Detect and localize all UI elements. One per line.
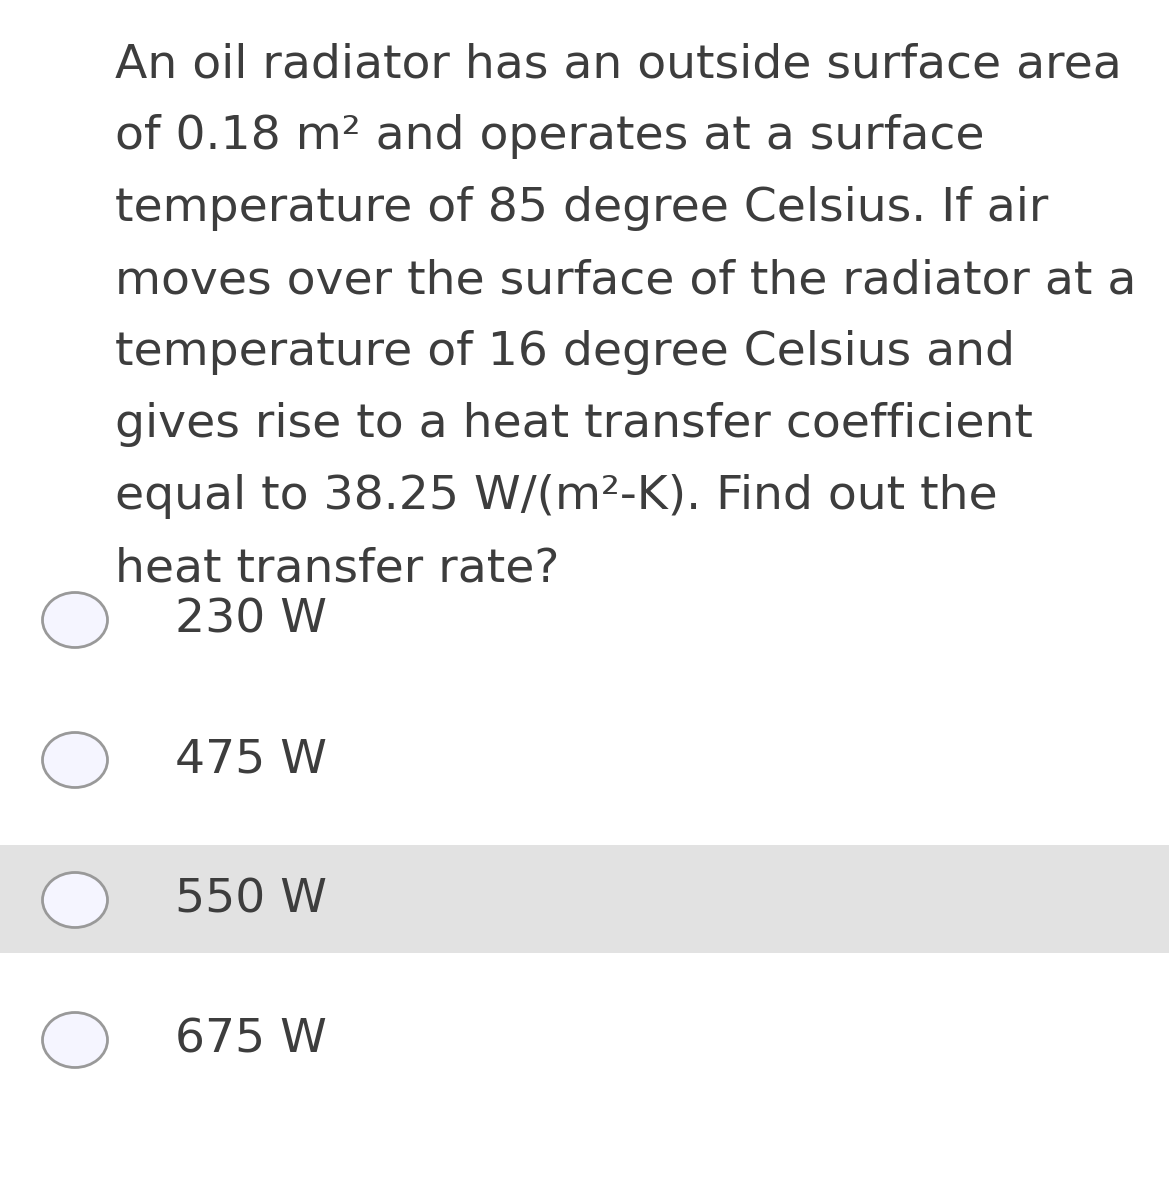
Text: heat transfer rate?: heat transfer rate? [115, 546, 560, 591]
FancyBboxPatch shape [0, 845, 1169, 953]
Text: 675 W: 675 W [175, 1017, 327, 1062]
Text: An oil radiator has an outside surface area: An oil radiator has an outside surface a… [115, 42, 1122, 87]
Text: 475 W: 475 W [175, 738, 327, 782]
Text: 550 W: 550 W [175, 878, 327, 923]
Text: temperature of 85 degree Celsius. If air: temperature of 85 degree Celsius. If air [115, 186, 1049, 231]
Text: 230 W: 230 W [175, 597, 327, 642]
Ellipse shape [42, 592, 108, 648]
Text: gives rise to a heat transfer coefficient: gives rise to a heat transfer coefficien… [115, 402, 1033, 447]
Ellipse shape [42, 1012, 108, 1068]
Ellipse shape [42, 733, 108, 787]
Text: of 0.18 m² and operates at a surface: of 0.18 m² and operates at a surface [115, 114, 984, 159]
Ellipse shape [42, 872, 108, 927]
Text: equal to 38.25 W/(m²-K). Find out the: equal to 38.25 W/(m²-K). Find out the [115, 474, 997, 519]
Text: temperature of 16 degree Celsius and: temperature of 16 degree Celsius and [115, 330, 1015, 375]
Text: moves over the surface of the radiator at a: moves over the surface of the radiator a… [115, 258, 1136, 303]
